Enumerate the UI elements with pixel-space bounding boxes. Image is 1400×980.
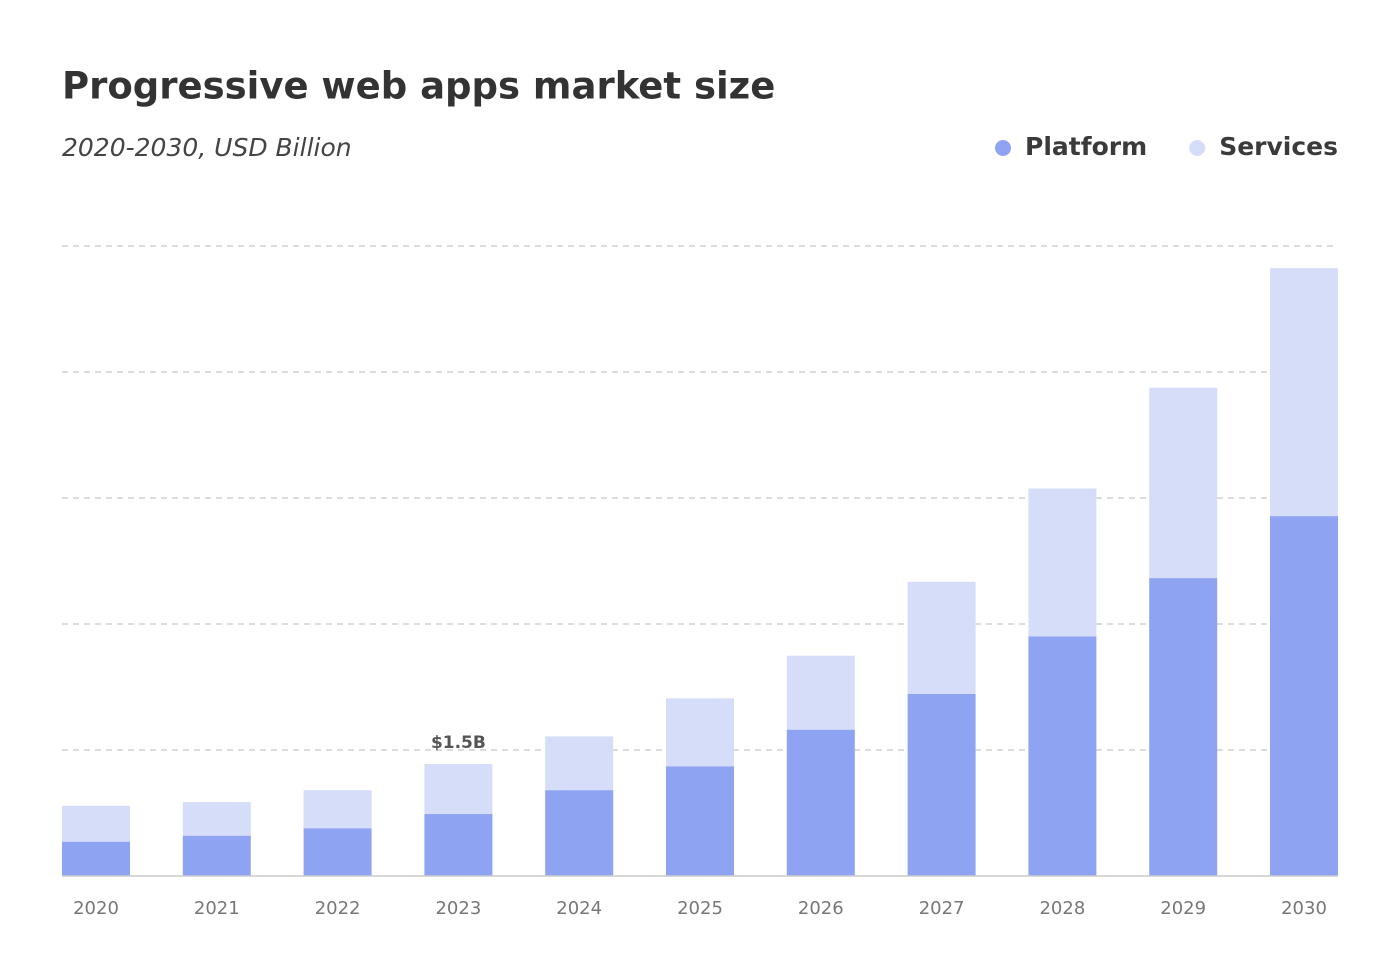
x-tick-label: 2023 xyxy=(435,898,481,919)
chart-title: Progressive web apps market size xyxy=(62,65,775,108)
legend-label: Platform xyxy=(1025,132,1147,161)
bar-segment xyxy=(182,835,251,876)
bar-segment xyxy=(786,729,855,876)
bar-segment xyxy=(1270,268,1338,517)
x-tick-label: 2020 xyxy=(73,898,119,919)
x-tick-label: 2028 xyxy=(1039,898,1085,919)
bar-segment xyxy=(907,581,976,694)
x-tick-label: 2025 xyxy=(677,898,723,919)
bar-segment xyxy=(666,698,734,767)
legend-label: Services xyxy=(1219,132,1338,161)
x-tick-label: 2024 xyxy=(556,898,602,919)
chart-subtitle: 2020-2030, USD Billion xyxy=(62,133,352,162)
bar-segment xyxy=(545,736,614,791)
bar-segment xyxy=(424,764,493,815)
bar-segment xyxy=(182,802,251,836)
bar-segment xyxy=(1270,516,1338,876)
bar-segment xyxy=(545,790,614,876)
legend-marker xyxy=(1189,140,1206,156)
bar-segment xyxy=(666,766,734,876)
bar-segment xyxy=(303,790,372,829)
data-label: $1.5B xyxy=(431,733,486,753)
x-tick-label: 2026 xyxy=(798,898,844,919)
bar-segment xyxy=(62,805,130,842)
bar-segment xyxy=(62,841,130,876)
x-tick-label: 2030 xyxy=(1281,898,1327,919)
bar-segment xyxy=(1149,387,1218,579)
bar-segment xyxy=(907,693,976,876)
bar-segment xyxy=(424,814,493,876)
bar-segment xyxy=(786,655,855,730)
legend-marker xyxy=(995,140,1012,156)
bar-segment xyxy=(1028,636,1097,876)
bar-segment xyxy=(1028,488,1097,637)
x-tick-label: 2021 xyxy=(194,898,240,919)
x-tick-label: 2027 xyxy=(919,898,965,919)
bar-segment xyxy=(1149,578,1218,876)
x-tick-label: 2022 xyxy=(315,898,361,919)
x-tick-label: 2029 xyxy=(1160,898,1206,919)
bar-segment xyxy=(303,828,372,876)
